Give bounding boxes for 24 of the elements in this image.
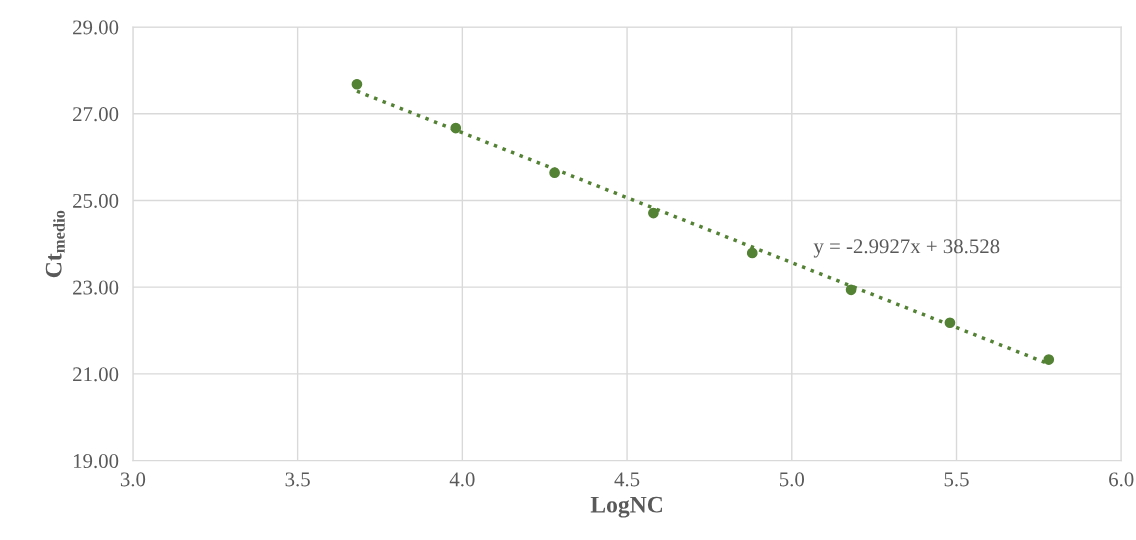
y-tick-label: 23.00 xyxy=(73,280,119,295)
y-tick-label: 27.00 xyxy=(73,107,119,122)
x-tick-label: 3.5 xyxy=(285,472,310,487)
point xyxy=(845,284,857,296)
point xyxy=(648,207,659,219)
point xyxy=(351,78,363,90)
y-tick-label: 29.00 xyxy=(73,20,119,35)
y-tick-label: 19.00 xyxy=(73,453,119,469)
point xyxy=(450,122,462,134)
x-tick-label: 5.0 xyxy=(779,472,805,487)
annotation: y = -2.9927x + 38.528 xyxy=(813,239,1000,258)
point xyxy=(549,167,560,179)
x-tick-label: 3.0 xyxy=(120,472,146,487)
x-axis-title: LogNC xyxy=(590,496,662,518)
y-tick-label: 21.00 xyxy=(73,367,119,382)
point xyxy=(746,247,758,259)
x-tick-label: 5.5 xyxy=(944,472,969,487)
x-tick-label: 4.0 xyxy=(449,472,475,487)
y-axis-title: Ct$_{medio}$ xyxy=(45,210,65,278)
y-tick-label: 25.00 xyxy=(73,193,119,208)
x-tick-label: 4.5 xyxy=(614,472,640,487)
point xyxy=(944,317,956,329)
x-tick-label: 6.0 xyxy=(1109,472,1134,487)
point xyxy=(1043,354,1055,365)
